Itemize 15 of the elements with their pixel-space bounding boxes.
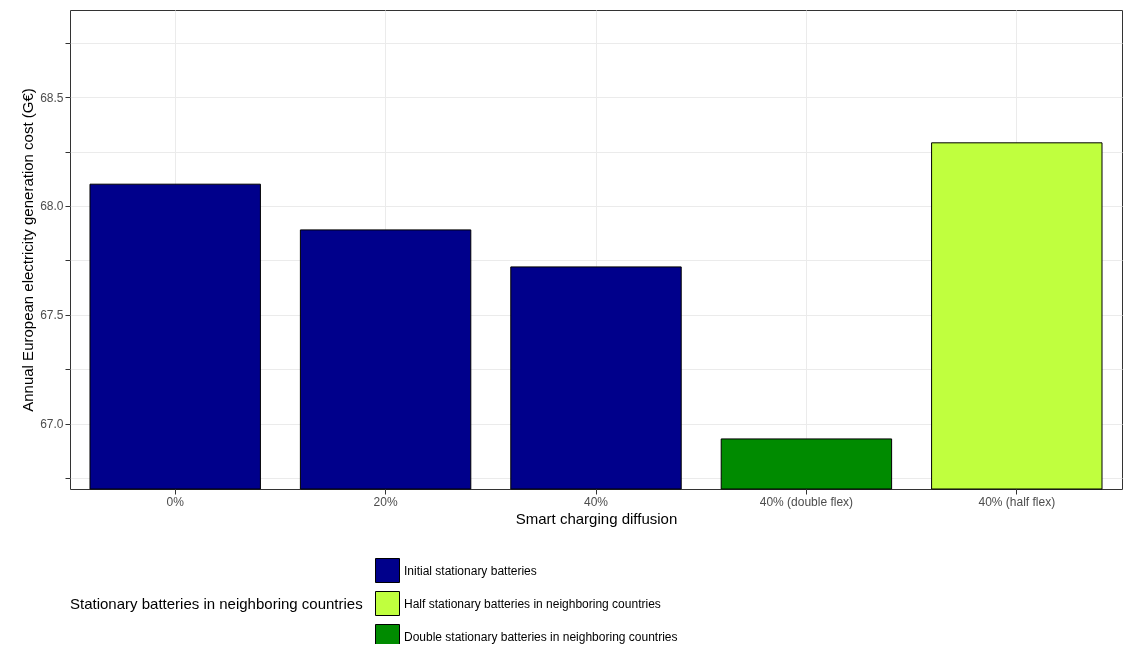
legend-label: Half stationary batteries in neighboring countries	[404, 596, 661, 611]
y-tick-label: 67.0	[40, 417, 64, 432]
y-axis-title: Annual European electricity generation cost (G€)	[19, 88, 37, 412]
legend-title: Stationary batteries in neighboring countries	[70, 595, 363, 612]
legend-label: Double stationary batteries in neighboring countries	[404, 629, 678, 644]
x-tick-label: 40%	[583, 494, 609, 509]
x-axis-title: Smart charging diffusion	[515, 509, 678, 527]
y-tick-label: 68.0	[40, 199, 64, 214]
x-tick-label: 40% (half flex)	[978, 494, 1056, 509]
x-tick-label: 20%	[373, 494, 398, 509]
y-tick-label: 68.5	[40, 90, 64, 105]
y-tick-label: 67.5	[40, 308, 64, 323]
x-tick-label: 40% (double flex)	[759, 494, 854, 509]
x-tick-label: 0%	[166, 494, 185, 509]
legend-label: Initial stationary batteries	[404, 563, 537, 578]
